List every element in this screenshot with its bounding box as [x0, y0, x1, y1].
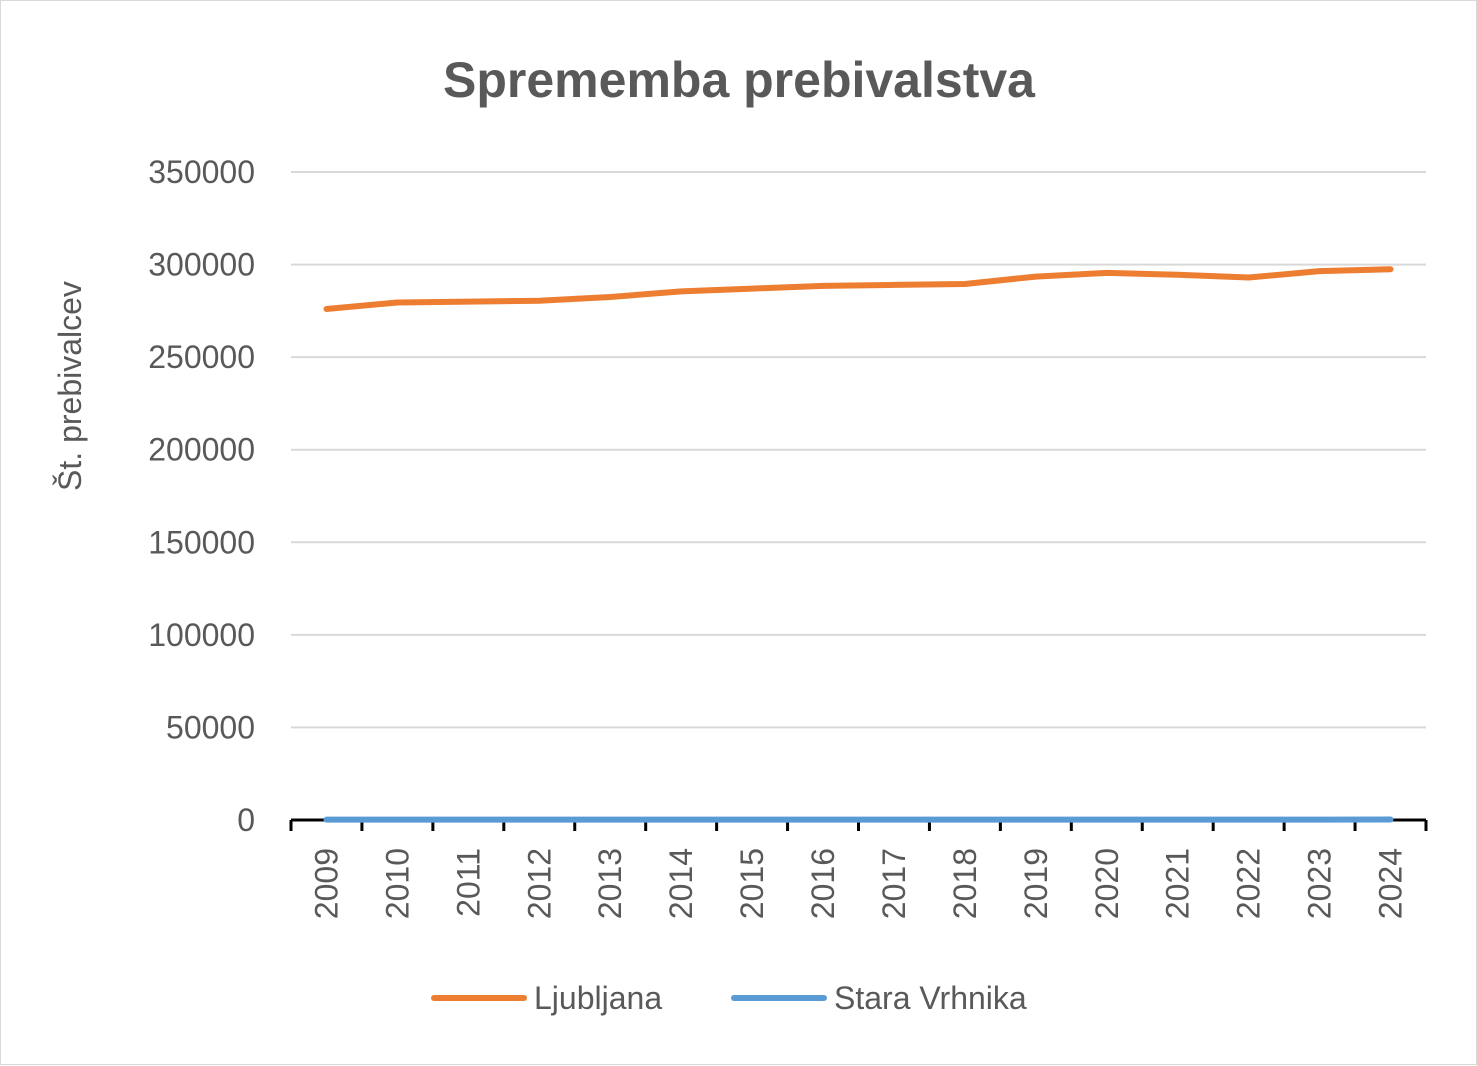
y-tick-label: 0: [237, 802, 255, 838]
x-tick-label: 2022: [1231, 848, 1267, 919]
x-tick-label: 2010: [379, 848, 415, 919]
legend-label: Stara Vrhnika: [834, 980, 1027, 1016]
x-tick-label: 2014: [663, 848, 699, 919]
x-tick-label: 2024: [1373, 848, 1409, 919]
x-tick-label: 2016: [805, 848, 841, 919]
y-tick-label: 150000: [148, 524, 255, 560]
y-tick-label: 100000: [148, 617, 255, 653]
series-line-ljubljana: [327, 269, 1391, 309]
legend-label: Ljubljana: [534, 980, 662, 1016]
y-tick-label: 50000: [166, 709, 255, 745]
x-tick-label: 2009: [308, 848, 344, 919]
x-tick-label: 2015: [734, 848, 770, 919]
series-lines: [327, 269, 1391, 819]
y-axis-title: Št. prebivalcev: [52, 281, 88, 491]
y-tick-label: 300000: [148, 247, 255, 283]
y-tick-label: 250000: [148, 339, 255, 375]
x-tick-label: 2018: [947, 848, 983, 919]
y-tick-label: 350000: [148, 154, 255, 190]
x-tick-label: 2019: [1018, 848, 1054, 919]
x-tick-label: 2012: [521, 848, 557, 919]
y-axis-ticks: 0 50000 100000 150000 200000 250000 300000 3500…: [148, 154, 255, 838]
x-axis: 2009 2010 2011 2012 2013 2014 2015 2016 2017 2018…: [291, 820, 1426, 919]
gridlines: [291, 172, 1426, 727]
legend: Ljubljana Stara Vrhnika: [434, 980, 1027, 1016]
x-tick-label: 2011: [450, 848, 486, 917]
x-tick-label: 2013: [592, 848, 628, 919]
y-tick-label: 200000: [148, 432, 255, 468]
x-tick-label: 2017: [876, 848, 912, 919]
x-tick-label: 2023: [1302, 848, 1338, 919]
x-tick-label: 2021: [1160, 848, 1196, 919]
chart-title: Sprememba prebivalstva: [443, 52, 1036, 108]
x-tick-label: 2020: [1089, 848, 1125, 919]
